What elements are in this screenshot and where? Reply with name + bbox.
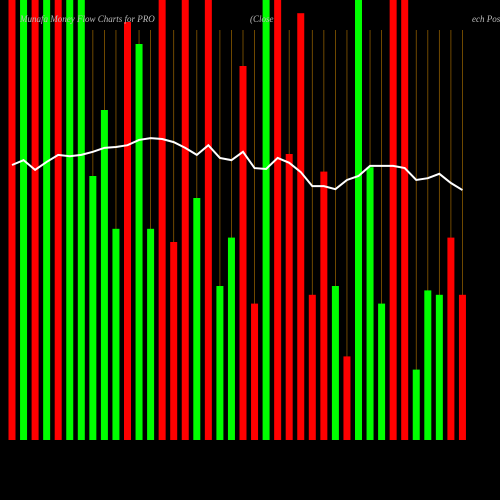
bar <box>216 286 224 440</box>
bar <box>54 0 62 440</box>
bar <box>308 294 316 440</box>
bar <box>66 0 74 440</box>
bar <box>412 369 420 440</box>
bar <box>401 0 409 440</box>
bar <box>77 0 85 440</box>
annotation: ech Pos <box>472 14 500 24</box>
bar <box>31 0 39 440</box>
bar <box>8 0 16 440</box>
bar <box>458 294 466 440</box>
bar <box>193 198 201 440</box>
bar <box>447 237 455 440</box>
bar <box>112 228 120 440</box>
chart-title: Munafa Money Flow Charts for PRO <box>19 14 155 24</box>
bar <box>43 0 51 440</box>
bar <box>320 171 328 440</box>
bar <box>378 303 386 440</box>
money-flow-line <box>11 137 463 191</box>
bar <box>124 22 131 440</box>
bar <box>343 356 351 440</box>
bar <box>285 154 293 440</box>
bar <box>147 228 155 440</box>
bar <box>170 242 178 440</box>
bar <box>297 13 305 440</box>
bar <box>435 294 443 440</box>
bar <box>355 0 362 440</box>
bar <box>181 0 189 440</box>
bar <box>227 237 235 440</box>
bar <box>331 286 339 440</box>
bar <box>89 176 97 440</box>
bar <box>158 0 166 440</box>
bar <box>262 0 270 440</box>
bar <box>204 0 212 440</box>
annotation: (Close <box>250 14 274 24</box>
bar <box>20 0 28 440</box>
bar <box>274 0 282 440</box>
bar <box>135 44 143 440</box>
bar <box>366 167 374 440</box>
bar <box>424 290 432 440</box>
bar <box>100 110 108 440</box>
bar <box>251 303 259 440</box>
bar <box>389 0 397 440</box>
bar <box>239 66 247 440</box>
